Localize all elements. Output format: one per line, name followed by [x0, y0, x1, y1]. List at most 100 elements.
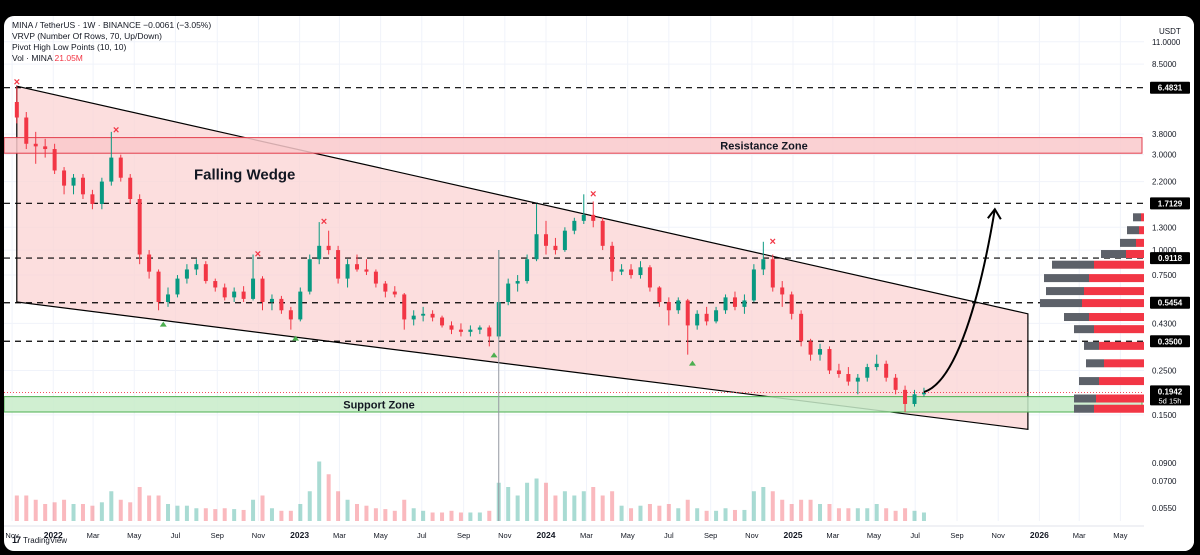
candle-body	[80, 177, 85, 195]
candle-body	[808, 341, 813, 355]
volume-profile-down-bar	[1094, 404, 1144, 413]
breakout-projection-arrow	[923, 209, 996, 394]
volume-bar	[506, 487, 511, 521]
volume-bar	[685, 499, 690, 521]
volume-profile-down-bar	[1084, 287, 1144, 296]
candle-body	[184, 269, 189, 279]
candle-body	[619, 269, 624, 272]
volume-profile-up-bar	[1074, 325, 1094, 334]
pivot-low-marker	[688, 360, 696, 366]
candle-body	[685, 300, 690, 326]
candle-body	[818, 349, 823, 355]
candle-body	[525, 259, 530, 282]
candle-body	[714, 310, 719, 322]
pivot-high-marker: ×	[321, 216, 327, 228]
time-tick-label: Mar	[580, 531, 593, 540]
volume-bar	[600, 495, 605, 521]
volume-bar	[213, 509, 218, 521]
volume-bar	[610, 491, 615, 521]
time-tick-label: May	[867, 531, 881, 540]
volume-bar	[392, 510, 397, 521]
candle-body	[175, 278, 180, 295]
volume-profile	[1040, 213, 1144, 413]
volume-bar	[751, 491, 756, 521]
volume-bar	[742, 509, 747, 521]
pivot-low-marker	[159, 321, 167, 327]
candle-body	[553, 245, 558, 251]
volume-bar	[336, 491, 341, 521]
candle-body	[657, 287, 662, 302]
volume-bar	[137, 487, 142, 521]
candle-body	[345, 264, 350, 279]
candle-body	[71, 177, 76, 186]
volume-bar	[676, 508, 681, 521]
volume-bars	[14, 461, 926, 521]
time-tick-label: May	[621, 531, 635, 540]
currency-label: USDT	[1159, 27, 1181, 36]
volume-bar	[884, 508, 889, 521]
candle-body	[600, 220, 605, 246]
volume-profile-up-bar	[1074, 394, 1096, 403]
volume-bar	[836, 508, 841, 521]
candle-body	[213, 281, 218, 288]
volume-profile-up-bar	[1084, 341, 1099, 350]
indicator-pivots[interactable]: Pivot High Low Points (10, 10)	[12, 42, 127, 52]
candle-body	[780, 287, 785, 295]
volume-bar	[808, 499, 813, 521]
volume-bar	[184, 505, 189, 521]
price-tick-label: 1.3000	[1152, 223, 1177, 232]
volume-bar	[52, 502, 57, 521]
price-chart[interactable]: Resistance Zone Support Zone Falling Wedge…	[4, 16, 1194, 551]
time-tick-label: Mar	[1073, 531, 1086, 540]
volume-bar	[789, 504, 794, 521]
candle-body	[156, 271, 161, 302]
price-tick-label: 1.0000	[1152, 246, 1177, 255]
price-tick-label: 0.4300	[1152, 319, 1177, 328]
price-level-badge	[1150, 252, 1190, 265]
candle-body	[732, 297, 737, 307]
candle-body	[562, 230, 567, 251]
tradingview-logo-icon: 17	[12, 535, 21, 545]
volume-bar	[355, 504, 360, 521]
candle-body	[24, 117, 29, 144]
volume-bar	[714, 510, 719, 521]
time-tick-label: May	[374, 531, 388, 540]
volume-bar	[232, 509, 237, 521]
volume-bar	[175, 505, 180, 521]
volume-bar	[723, 508, 728, 521]
candle-body	[704, 313, 709, 322]
candle-body	[99, 181, 104, 204]
candle-body	[43, 146, 48, 150]
candle-body	[137, 199, 142, 255]
volume-bar	[818, 504, 823, 521]
volume-bar	[203, 508, 208, 521]
volume-bar	[24, 495, 29, 521]
time-tick-label: Sep	[950, 531, 963, 540]
price-level-label: 0.5454	[1158, 299, 1183, 308]
volume-bar	[118, 499, 123, 521]
volume-bar	[572, 495, 577, 521]
time-tick-label: May	[127, 531, 141, 540]
candle-body	[440, 317, 445, 326]
volume-bar	[411, 508, 416, 521]
candle-body	[52, 149, 57, 171]
candle-body	[269, 298, 274, 302]
volume-bar	[402, 499, 407, 521]
symbol-line[interactable]: MINA / TetherUS · 1W · BINANCE −0.0061 (…	[12, 20, 212, 30]
price-tick-label: 0.1500	[1152, 411, 1177, 420]
volume-bar	[241, 509, 246, 521]
candle-body	[487, 327, 492, 337]
volume-bar	[780, 499, 785, 521]
candle-body	[921, 392, 926, 395]
price-tick-label: 0.2500	[1152, 366, 1177, 375]
candle-body	[789, 294, 794, 314]
time-tick-label: Jul	[417, 531, 427, 540]
price-level-label: 0.9118	[1158, 254, 1183, 263]
indicator-volume[interactable]: Vol · MINA 21.05M	[12, 53, 211, 64]
indicator-vrvp[interactable]: VRVP (Number Of Rows, 70, Up/Down)	[12, 31, 162, 41]
time-tick-label: 2025	[784, 530, 803, 540]
volume-bar	[279, 510, 284, 521]
volume-bar	[827, 504, 832, 521]
time-tick-label: Sep	[211, 531, 224, 540]
